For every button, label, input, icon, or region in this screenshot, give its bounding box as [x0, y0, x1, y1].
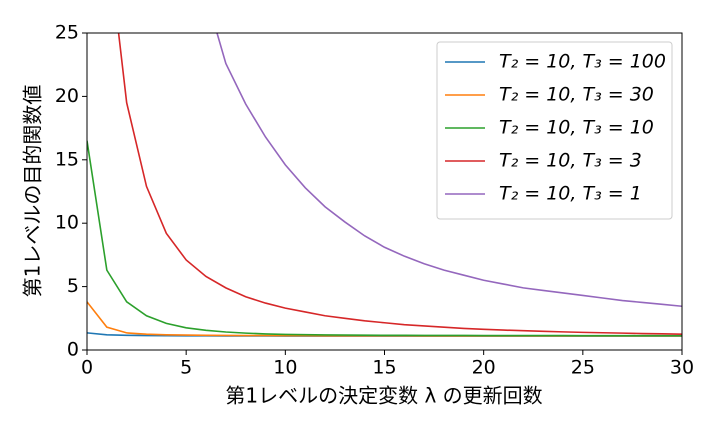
- x-tick-label: 20: [472, 357, 496, 379]
- y-tick-label: 15: [55, 148, 79, 170]
- series-line: [87, 140, 682, 337]
- y-tick-label: 20: [55, 85, 79, 107]
- x-tick-label: 10: [273, 357, 297, 379]
- x-axis-label: 第1レベルの決定変数 λ の更新回数: [225, 384, 542, 408]
- y-tick-label: 0: [67, 339, 79, 361]
- series-line: [216, 33, 682, 308]
- legend-box: [436, 41, 673, 220]
- y-axis-label: 第1レベルの目的関数値: [21, 85, 45, 298]
- legend-label: T₂ = 10, T₃ = 3: [499, 150, 642, 172]
- legend-label: T₂ = 10, T₃ = 10: [499, 117, 654, 139]
- x-tick-label: 5: [180, 357, 192, 379]
- x-tick-label: 15: [372, 357, 396, 379]
- series-line: [117, 33, 682, 335]
- y-tick-label: 5: [67, 275, 79, 297]
- x-tick-label: 25: [571, 357, 595, 379]
- y-tick-label: 25: [55, 22, 79, 44]
- y-tick-label: 10: [55, 212, 79, 234]
- legend-label: T₂ = 10, T₃ = 100: [499, 51, 666, 73]
- legend-label: T₂ = 10, T₃ = 1: [499, 183, 642, 205]
- x-tick-label: 30: [670, 357, 694, 379]
- plot-frame: [86, 32, 683, 351]
- legend-label: T₂ = 10, T₃ = 30: [499, 84, 654, 106]
- series-line: [87, 301, 682, 337]
- legend: T₂ = 10, T₃ = 100 T₂ = 10, T₃ = 30 T₂ = 10…: [436, 41, 673, 220]
- x-tick-label: 0: [81, 357, 93, 379]
